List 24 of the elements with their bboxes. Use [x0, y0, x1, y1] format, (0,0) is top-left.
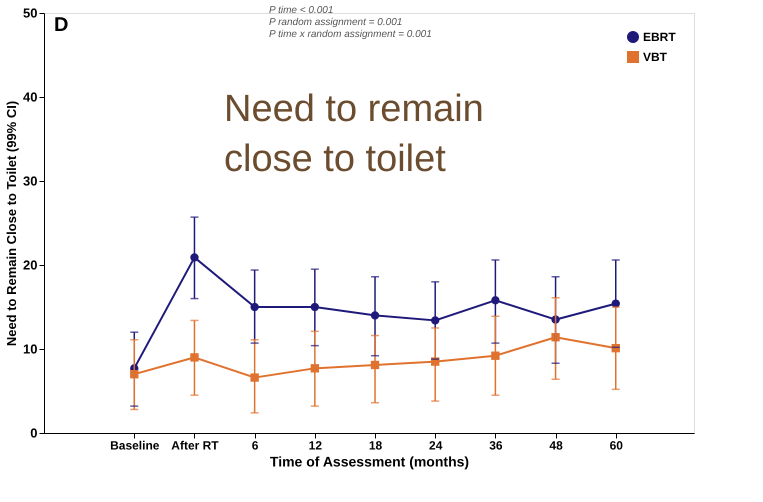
y-tick-label: 50	[23, 6, 38, 20]
x-tick-label: 12	[308, 438, 322, 452]
legend-label: EBRT	[643, 30, 676, 44]
y-axis-title: Need to Remain Close to Toilet (99% CI)	[4, 100, 20, 346]
x-tick-label: 18	[368, 438, 383, 452]
x-axis-title: Time of Assessment (months)	[270, 454, 470, 470]
x-tick-label: 60	[610, 438, 624, 452]
x-tick-label: Baseline	[110, 438, 160, 452]
x-tick-label: 36	[489, 438, 503, 452]
y-tick-label: 30	[23, 174, 38, 188]
y-tick-label: 20	[23, 258, 38, 272]
annotation: Need to remain close to toilet	[224, 88, 484, 180]
text: D	[54, 14, 68, 36]
x-tick-label: 24	[429, 438, 443, 452]
x-tick-label: After RT	[171, 438, 220, 452]
x-tick-label: 48	[549, 438, 564, 452]
annotation: P time x random assignment = 0.001	[269, 29, 432, 40]
y-tick-label: 10	[23, 342, 38, 356]
legend-label: VBT	[643, 50, 668, 64]
annotation: P time < 0.001	[269, 5, 334, 16]
y-tick-label: 0	[30, 426, 38, 440]
x-tick-label: 6	[252, 438, 259, 452]
annotation: P random assignment = 0.001	[269, 17, 402, 28]
y-tick-label: 40	[23, 90, 38, 104]
